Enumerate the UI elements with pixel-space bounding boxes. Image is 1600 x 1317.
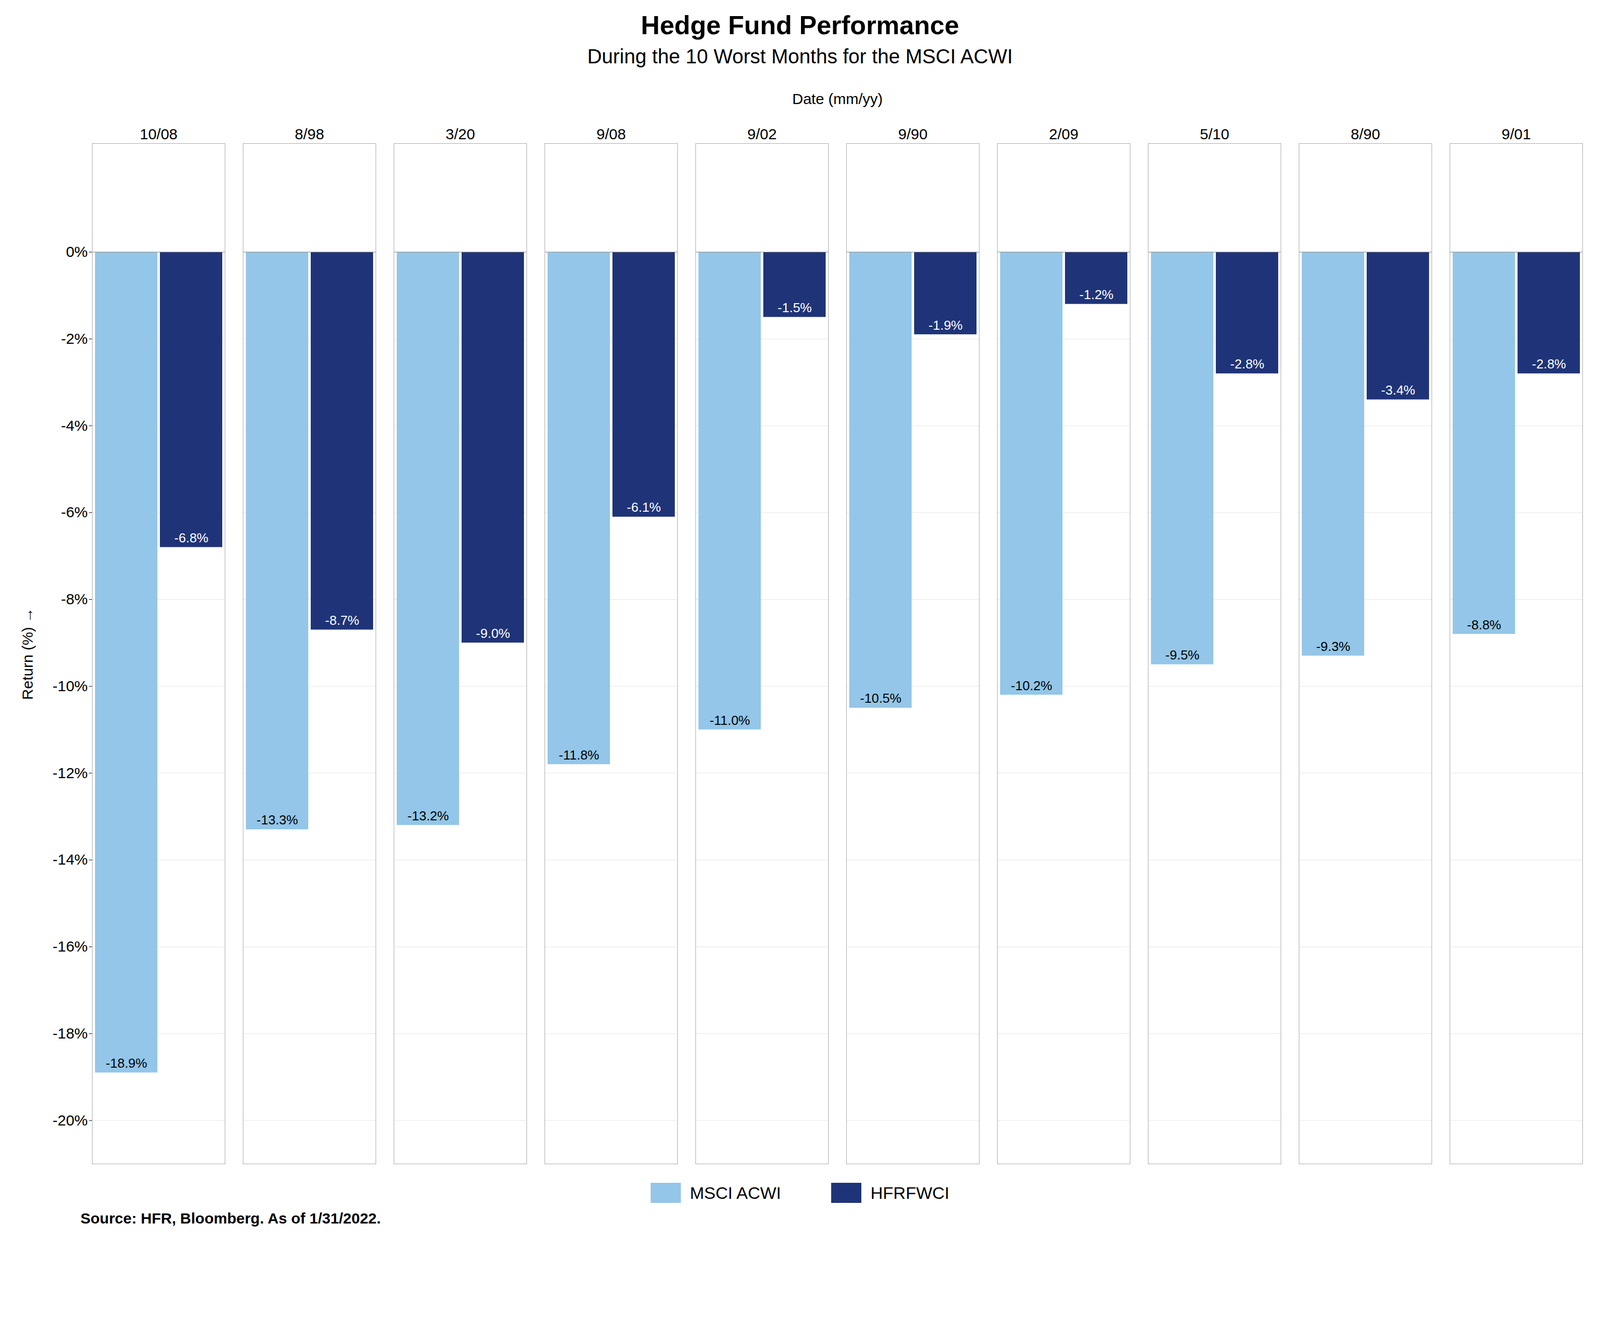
- svg-text:3/20: 3/20: [445, 125, 475, 143]
- html-text:HFRFWCI: HFRFWCI: [870, 1183, 950, 1203]
- svg-text:8/90: 8/90: [1350, 125, 1380, 143]
- svg-text:-10.5%: -10.5%: [859, 690, 902, 706]
- svg-text:-18%: -18%: [52, 1025, 88, 1042]
- svg-text:9/08: 9/08: [596, 125, 626, 143]
- svg-text:10/08: 10/08: [139, 125, 178, 143]
- svg-text:-8.7%: -8.7%: [325, 612, 360, 629]
- html-text:During the 10 Worst Months for: During the 10 Worst Months for the MSCI …: [587, 45, 1013, 68]
- svg-text:2/09: 2/09: [1048, 125, 1079, 143]
- html-text:MSCI ACWI: MSCI ACWI: [689, 1183, 782, 1203]
- svg-text:-1.9%: -1.9%: [928, 317, 963, 333]
- svg-text:-14%: -14%: [52, 851, 88, 868]
- html-text:Source: HFR, Bloomberg. As of: Source: HFR, Bloomberg. As of 1/31/2022.: [80, 1210, 381, 1227]
- svg-text:-9.3%: -9.3%: [1316, 639, 1351, 655]
- svg-text:-8%: -8%: [60, 590, 88, 608]
- svg-text:9/90: 9/90: [898, 125, 928, 143]
- svg-text:-10.2%: -10.2%: [1010, 678, 1052, 694]
- svg-text:-18.9%: -18.9%: [105, 1055, 147, 1072]
- svg-text:-6.8%: -6.8%: [174, 530, 209, 546]
- svg-text:-6%: -6%: [60, 503, 88, 521]
- svg-text:-13.2%: -13.2%: [407, 808, 449, 824]
- svg-text:-11.0%: -11.0%: [709, 713, 750, 729]
- svg-text:-10%: -10%: [52, 677, 88, 695]
- svg-text:0%: 0%: [65, 243, 88, 260]
- svg-text:5/10: 5/10: [1199, 125, 1229, 143]
- svg-text:-8.8%: -8.8%: [1467, 617, 1502, 633]
- svg-text:-12%: -12%: [52, 764, 88, 782]
- svg-text:-9.5%: -9.5%: [1165, 647, 1200, 663]
- svg-text:-2%: -2%: [60, 330, 88, 347]
- svg-text:-11.8%: -11.8%: [558, 747, 599, 763]
- svg-text:-9.0%: -9.0%: [476, 626, 511, 642]
- svg-text:-1.2%: -1.2%: [1079, 287, 1114, 303]
- svg-text:Date (mm/yy): Date (mm/yy): [792, 90, 883, 108]
- svg-text:9/02: 9/02: [747, 125, 777, 143]
- svg-text:9/01: 9/01: [1501, 125, 1531, 143]
- html-text:Hedge Fund Performance: Hedge Fund Performance: [640, 10, 960, 40]
- svg-text:-4%: -4%: [60, 417, 88, 434]
- svg-text:8/98: 8/98: [294, 125, 324, 143]
- svg-text:-13.3%: -13.3%: [256, 812, 298, 828]
- svg-text:-6.1%: -6.1%: [627, 499, 662, 515]
- svg-text:-1.5%: -1.5%: [777, 300, 813, 316]
- svg-text:-2.8%: -2.8%: [1230, 356, 1265, 372]
- svg-text:-16%: -16%: [52, 938, 88, 955]
- svg-text:Return (%) →: Return (%) →: [19, 607, 36, 700]
- svg-text:-20%: -20%: [52, 1112, 88, 1129]
- svg-text:-2.8%: -2.8%: [1532, 356, 1567, 372]
- svg-text:-3.4%: -3.4%: [1381, 382, 1416, 398]
